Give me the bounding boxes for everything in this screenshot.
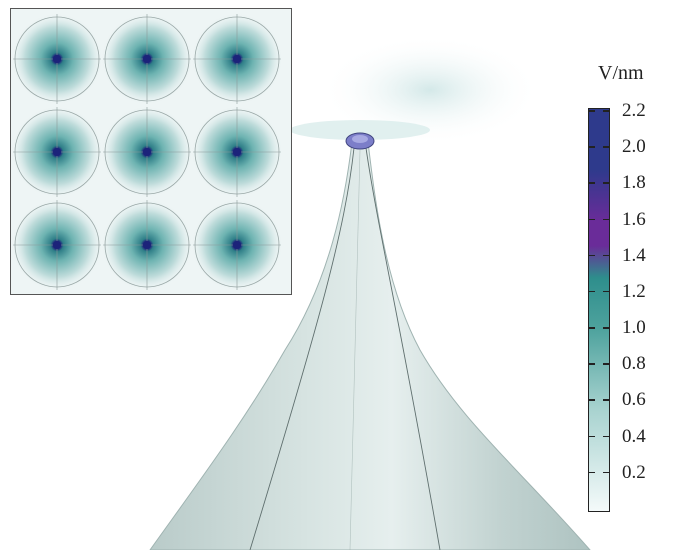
tip-edge-line-mid xyxy=(349,149,361,550)
tip-apex-dot xyxy=(143,241,151,249)
colorbar-tick-label: 1.8 xyxy=(622,172,646,194)
tip-apex-highlight xyxy=(352,135,368,143)
tip-edge-line-left xyxy=(249,147,355,550)
tip-apex-dot xyxy=(233,55,241,63)
colorbar-tick xyxy=(603,363,609,365)
top-view-inset xyxy=(10,8,292,295)
tip-edge-line-right xyxy=(365,147,441,550)
tip-apex-dot xyxy=(143,55,151,63)
tip-apex-dot xyxy=(233,241,241,249)
field-haze xyxy=(320,35,540,145)
colorbar-tick xyxy=(603,182,609,184)
tip-apex-dot xyxy=(53,148,61,156)
colorbar-tick-label: 1.2 xyxy=(622,280,646,302)
colorbar-tick xyxy=(603,218,609,221)
colorbar-tick xyxy=(603,254,609,257)
tip-apex-dot xyxy=(143,148,151,156)
colorbar-tick-label: 2.2 xyxy=(622,100,646,121)
colorbar-tick xyxy=(589,435,595,438)
colorbar-tick xyxy=(589,399,595,401)
tip-apex-dot xyxy=(233,148,241,156)
colorbar-tick-label: 2.0 xyxy=(622,136,646,158)
colorbar-tick xyxy=(603,435,609,438)
colorbar-tick xyxy=(589,254,595,257)
colorbar-tick xyxy=(589,146,595,148)
colorbar-tick xyxy=(589,110,595,112)
tip-apex-dot xyxy=(53,55,61,63)
colorbar-tick-label: 1.0 xyxy=(622,317,646,339)
colorbar-tick-label: 0.6 xyxy=(622,389,646,411)
colorbar-unit: V/nm xyxy=(598,62,644,84)
colorbar-tick xyxy=(603,110,609,112)
colorbar-tick xyxy=(589,290,595,293)
colorbar-tick-label: 0.8 xyxy=(622,353,646,375)
top-view-array xyxy=(11,13,283,291)
colorbar-tick-label: 1.4 xyxy=(622,244,646,266)
colorbar-tick xyxy=(589,327,595,329)
colorbar-tick-label: 0.4 xyxy=(622,425,646,447)
colorbar-tick xyxy=(603,327,609,329)
colorbar-tick xyxy=(603,290,609,293)
tip-apex-dot xyxy=(53,241,61,249)
colorbar-tick xyxy=(603,471,609,474)
colorbar: 2.2 2.0 1.8 1.6 1.4 1.2 1.0 0.8 0.6 0.4 0.2 xyxy=(588,101,646,512)
colorbar-tick-label: 1.6 xyxy=(622,208,646,230)
colorbar-tick xyxy=(603,146,609,148)
colorbar-tick xyxy=(589,182,595,184)
colorbar-tick xyxy=(603,399,609,401)
colorbar-tick xyxy=(589,218,595,221)
colorbar-tick xyxy=(589,471,595,474)
colorbar-tick xyxy=(589,363,595,365)
field-haze-apex xyxy=(290,120,430,140)
colorbar-tick-label: 0.2 xyxy=(622,461,646,483)
